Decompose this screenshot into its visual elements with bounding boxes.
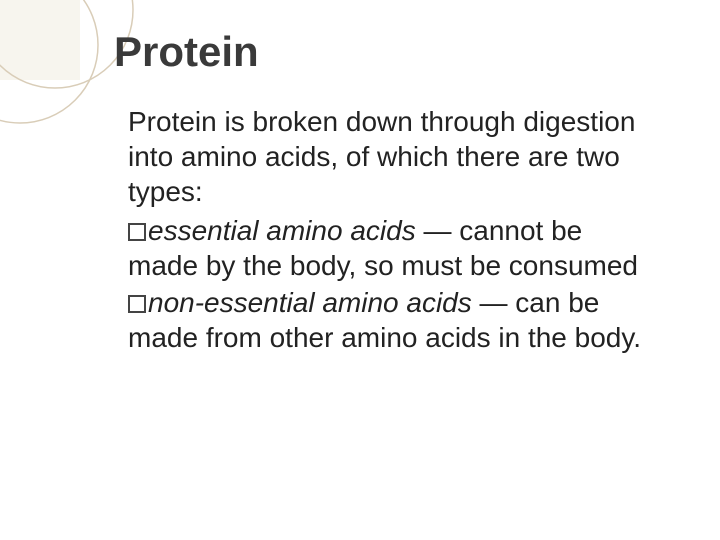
bullet-square-icon — [128, 295, 146, 313]
intro-text: Protein is broken down through digestion… — [128, 104, 660, 209]
bullet-term: non-essential amino acids — [148, 287, 472, 318]
slide-container: Protein Protein is broken down through d… — [0, 0, 720, 540]
bullet-item: essential amino acids — cannot be made b… — [128, 213, 660, 283]
bullet-term: essential amino acids — [148, 215, 416, 246]
slide-title: Protein — [114, 28, 660, 76]
bullet-square-icon — [128, 223, 146, 241]
slide-body: Protein is broken down through digestion… — [128, 104, 660, 355]
bullet-item: non-essential amino acids — can be made … — [128, 285, 660, 355]
